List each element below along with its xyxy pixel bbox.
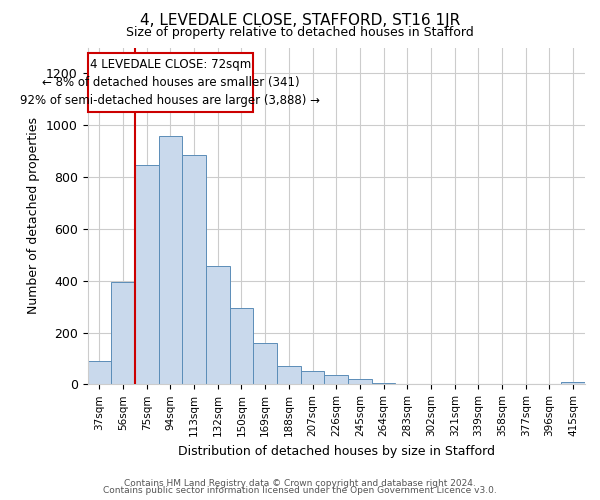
- Bar: [562, 382, 585, 384]
- Y-axis label: Number of detached properties: Number of detached properties: [28, 118, 40, 314]
- Bar: [230, 308, 253, 384]
- Bar: [111, 282, 135, 384]
- Text: Size of property relative to detached houses in Stafford: Size of property relative to detached ho…: [126, 26, 474, 39]
- Bar: [158, 136, 182, 384]
- Bar: [88, 361, 111, 384]
- Bar: [135, 166, 158, 384]
- Bar: [253, 343, 277, 384]
- Text: 4 LEVEDALE CLOSE: 72sqm
← 8% of detached houses are smaller (341)
92% of semi-de: 4 LEVEDALE CLOSE: 72sqm ← 8% of detached…: [20, 58, 320, 107]
- Bar: [325, 376, 348, 384]
- Bar: [301, 372, 325, 384]
- Bar: [348, 379, 372, 384]
- X-axis label: Distribution of detached houses by size in Stafford: Distribution of detached houses by size …: [178, 444, 495, 458]
- Bar: [372, 383, 395, 384]
- Text: Contains HM Land Registry data © Crown copyright and database right 2024.: Contains HM Land Registry data © Crown c…: [124, 478, 476, 488]
- FancyBboxPatch shape: [88, 52, 253, 112]
- Bar: [182, 155, 206, 384]
- Bar: [206, 266, 230, 384]
- Text: Contains public sector information licensed under the Open Government Licence v3: Contains public sector information licen…: [103, 486, 497, 495]
- Text: 4, LEVEDALE CLOSE, STAFFORD, ST16 1JR: 4, LEVEDALE CLOSE, STAFFORD, ST16 1JR: [140, 12, 460, 28]
- Bar: [277, 366, 301, 384]
